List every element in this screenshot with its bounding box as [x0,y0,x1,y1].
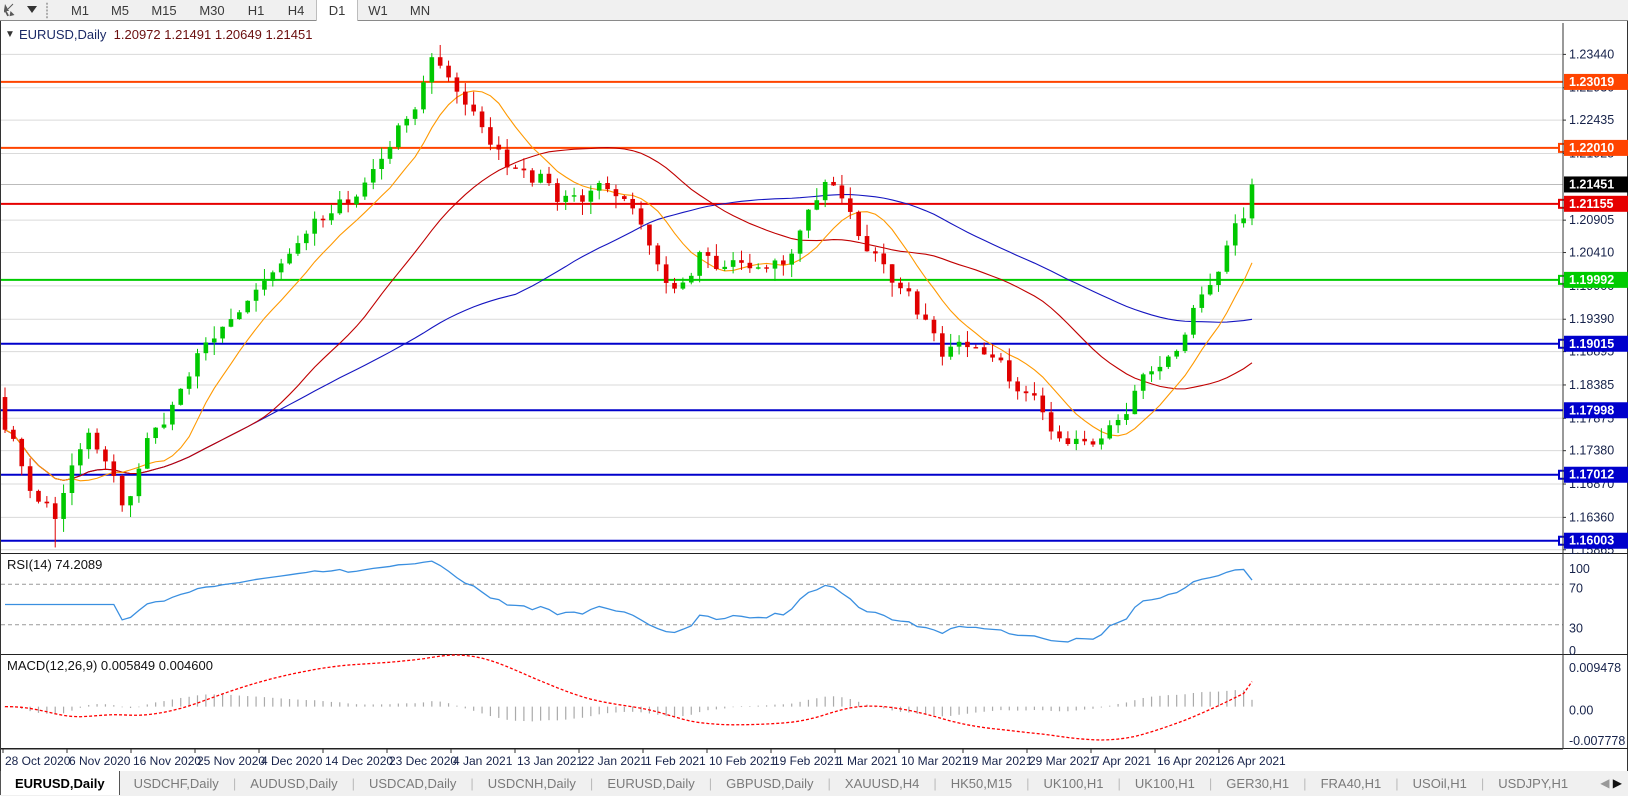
svg-text:14 Dec 2020: 14 Dec 2020 [325,754,393,768]
svg-text:19 Feb 2021: 19 Feb 2021 [773,754,841,768]
svg-text:1.23440: 1.23440 [1569,47,1614,61]
svg-text:7 Apr 2021: 7 Apr 2021 [1093,754,1151,768]
svg-text:1.19992: 1.19992 [1569,273,1614,287]
svg-text:1.18385: 1.18385 [1569,378,1614,392]
svg-text:0.00: 0.00 [1569,704,1593,718]
svg-text:30: 30 [1569,622,1583,636]
svg-text:1.17012: 1.17012 [1569,468,1614,482]
svg-text:1.20905: 1.20905 [1569,213,1614,227]
svg-text:1.17998: 1.17998 [1569,403,1614,417]
svg-text:1.21155: 1.21155 [1569,197,1614,211]
svg-text:6 Nov 2020: 6 Nov 2020 [69,754,131,768]
svg-text:-0.007778: -0.007778 [1569,734,1625,748]
svg-text:1.16003: 1.16003 [1569,534,1614,548]
svg-text:22 Jan 2021: 22 Jan 2021 [581,754,647,768]
svg-text:1.20410: 1.20410 [1569,246,1614,260]
svg-text:1 Feb 2021: 1 Feb 2021 [645,754,706,768]
svg-text:4 Dec 2020: 4 Dec 2020 [261,754,323,768]
svg-text:100: 100 [1569,562,1590,576]
svg-text:1.16360: 1.16360 [1569,510,1614,524]
svg-text:1.17380: 1.17380 [1569,444,1614,458]
svg-text:29 Mar 2021: 29 Mar 2021 [1029,754,1097,768]
svg-text:1.22010: 1.22010 [1569,141,1614,155]
svg-text:10 Mar 2021: 10 Mar 2021 [901,754,969,768]
svg-text:4 Jan 2021: 4 Jan 2021 [453,754,513,768]
svg-text:1.19390: 1.19390 [1569,312,1614,326]
svg-text:1.22435: 1.22435 [1569,113,1614,127]
svg-text:23 Dec 2020: 23 Dec 2020 [389,754,457,768]
svg-text:26 Apr 2021: 26 Apr 2021 [1221,754,1286,768]
svg-text:1.19015: 1.19015 [1569,337,1614,351]
svg-text:0.009478: 0.009478 [1569,661,1621,675]
svg-text:1 Mar 2021: 1 Mar 2021 [837,754,898,768]
svg-text:16 Nov 2020: 16 Nov 2020 [133,754,201,768]
svg-text:1.23019: 1.23019 [1569,75,1614,89]
svg-text:25 Nov 2020: 25 Nov 2020 [197,754,265,768]
svg-text:1.21451: 1.21451 [1569,177,1614,191]
svg-text:19 Mar 2021: 19 Mar 2021 [965,754,1033,768]
svg-text:28 Oct 2020: 28 Oct 2020 [5,754,71,768]
svg-text:16 Apr 2021: 16 Apr 2021 [1157,754,1222,768]
svg-text:13 Jan 2021: 13 Jan 2021 [517,754,583,768]
svg-text:10 Feb 2021: 10 Feb 2021 [709,754,777,768]
svg-text:70: 70 [1569,581,1583,595]
